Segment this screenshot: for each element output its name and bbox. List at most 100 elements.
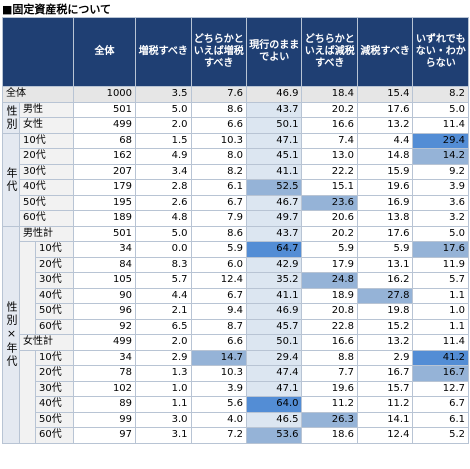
value-cell: 11.9 bbox=[412, 256, 469, 273]
value-cell: 14.1 bbox=[356, 411, 414, 428]
column-header: どちらかといえば増税すべき bbox=[190, 17, 248, 87]
row-label: 50代 bbox=[34, 303, 75, 320]
count-cell: 499 bbox=[73, 117, 137, 134]
value-cell: 41.1 bbox=[245, 163, 303, 180]
data-row: 30代 105 5.7 12.4 35.2 24.8 16.2 5.7 bbox=[3, 272, 469, 289]
row-label: 男性計 bbox=[18, 225, 75, 242]
value-cell: 53.6 bbox=[245, 427, 303, 444]
value-cell: 16.2 bbox=[356, 272, 414, 289]
value-cell: 11.4 bbox=[412, 334, 469, 351]
column-header: どちらかといえば減税すべき bbox=[301, 17, 358, 87]
value-cell: 22.2 bbox=[301, 163, 358, 180]
corner bbox=[1, 17, 75, 87]
value-cell: 7.7 bbox=[301, 365, 358, 382]
value-cell: 15.1 bbox=[301, 179, 358, 196]
value-cell: 43.7 bbox=[245, 101, 303, 118]
column-header: 全体 bbox=[73, 17, 137, 87]
row-label: 全体 bbox=[1, 86, 75, 103]
value-cell: 20.2 bbox=[301, 225, 358, 242]
value-cell: 27.8 bbox=[356, 287, 414, 304]
data-row: 40代 90 4.4 6.7 41.1 18.9 27.8 1.1 bbox=[3, 287, 469, 304]
value-cell: 5.7 bbox=[412, 272, 469, 289]
value-cell: 8.6 bbox=[190, 225, 248, 242]
value-cell: 3.2 bbox=[412, 210, 469, 227]
value-cell: 5.2 bbox=[412, 427, 469, 444]
value-cell: 9.2 bbox=[412, 163, 469, 180]
value-cell: 6.6 bbox=[190, 334, 248, 351]
value-cell: 2.0 bbox=[135, 334, 192, 351]
count-cell: 179 bbox=[73, 179, 137, 196]
value-cell: 18.9 bbox=[301, 287, 358, 304]
data-row: 50代 99 3.0 4.0 46.5 26.3 14.1 6.1 bbox=[3, 411, 469, 428]
value-cell: 19.8 bbox=[356, 303, 414, 320]
value-cell: 43.7 bbox=[245, 225, 303, 242]
count-cell: 78 bbox=[73, 365, 137, 382]
data-row: 60代 97 3.1 7.2 53.6 18.6 12.4 5.2 bbox=[3, 427, 469, 444]
value-cell: 3.4 bbox=[135, 163, 192, 180]
value-cell: 3.1 bbox=[135, 427, 192, 444]
data-row: 20代 78 1.3 10.3 47.4 7.7 16.7 16.7 bbox=[3, 365, 469, 382]
group-label: 性別×年代 bbox=[2, 225, 20, 444]
data-row: 女性計 499 2.0 6.6 50.1 16.6 13.2 11.4 bbox=[3, 334, 469, 351]
value-cell: 46.7 bbox=[245, 194, 303, 211]
indent bbox=[19, 349, 36, 444]
count-cell: 195 bbox=[73, 194, 137, 211]
row-label: 10代 bbox=[34, 349, 75, 366]
value-cell: 20.2 bbox=[301, 101, 358, 118]
value-cell: 6.7 bbox=[190, 194, 248, 211]
row-label: 60代 bbox=[34, 427, 75, 444]
value-cell: 45.7 bbox=[245, 318, 303, 335]
value-cell: 4.0 bbox=[190, 411, 248, 428]
value-cell: 7.6 bbox=[190, 86, 248, 103]
value-cell: 3.9 bbox=[412, 179, 469, 196]
value-cell: 4.4 bbox=[356, 132, 414, 149]
value-cell: 2.1 bbox=[135, 303, 192, 320]
data-row: 年代 10代 68 1.5 10.3 47.1 7.4 4.4 29.4 bbox=[2, 132, 469, 227]
value-cell: 6.6 bbox=[190, 117, 248, 134]
value-cell: 41.2 bbox=[412, 349, 469, 366]
group-label: 年代 bbox=[2, 132, 20, 227]
value-cell: 29.4 bbox=[245, 349, 303, 366]
value-cell: 6.7 bbox=[412, 396, 469, 413]
count-cell: 501 bbox=[73, 101, 137, 118]
count-cell: 1000 bbox=[73, 86, 137, 103]
count-cell: 99 bbox=[73, 411, 137, 428]
row-label: 20代 bbox=[34, 365, 75, 382]
value-cell: 1.0 bbox=[135, 380, 192, 397]
value-cell: 3.0 bbox=[135, 411, 192, 428]
data-row: 40代 89 1.1 5.6 64.0 11.2 11.2 6.7 bbox=[3, 396, 469, 413]
value-cell: 10.3 bbox=[190, 365, 248, 382]
row-label: 10代 bbox=[18, 132, 75, 149]
count-cell: 92 bbox=[73, 318, 137, 335]
value-cell: 22.8 bbox=[301, 318, 358, 335]
value-cell: 5.9 bbox=[190, 241, 248, 258]
value-cell: 5.0 bbox=[135, 101, 192, 118]
value-cell: 11.2 bbox=[301, 396, 358, 413]
data-row: 60代 92 6.5 8.7 45.7 22.8 15.2 1.1 bbox=[3, 318, 469, 335]
count-cell: 96 bbox=[73, 303, 137, 320]
value-cell: 2.9 bbox=[135, 349, 192, 366]
value-cell: 23.6 bbox=[301, 194, 358, 211]
value-cell: 5.7 bbox=[135, 272, 192, 289]
data-row: 10代 34 0.0 5.9 64.7 5.9 5.9 17.6 bbox=[3, 241, 469, 335]
value-cell: 5.0 bbox=[412, 101, 469, 118]
value-cell: 26.3 bbox=[301, 411, 358, 428]
value-cell: 18.6 bbox=[301, 427, 358, 444]
value-cell: 35.2 bbox=[245, 272, 303, 289]
value-cell: 17.6 bbox=[356, 225, 414, 242]
value-cell: 17.9 bbox=[301, 256, 358, 273]
value-cell: 13.0 bbox=[301, 148, 358, 165]
value-cell: 15.2 bbox=[356, 318, 414, 335]
value-cell: 0.0 bbox=[135, 241, 192, 258]
indent bbox=[19, 241, 36, 335]
value-cell: 7.9 bbox=[190, 210, 248, 227]
value-cell: 42.9 bbox=[245, 256, 303, 273]
value-cell: 6.1 bbox=[412, 411, 469, 428]
value-cell: 8.6 bbox=[190, 101, 248, 118]
value-cell: 46.9 bbox=[245, 86, 303, 103]
value-cell: 41.1 bbox=[245, 287, 303, 304]
row-label: 男性 bbox=[18, 101, 75, 118]
total-row: 全体 1000 3.5 7.6 46.9 18.4 15.4 8.2 bbox=[1, 86, 469, 103]
value-cell: 5.0 bbox=[412, 225, 469, 242]
row-label: 20代 bbox=[18, 148, 75, 165]
